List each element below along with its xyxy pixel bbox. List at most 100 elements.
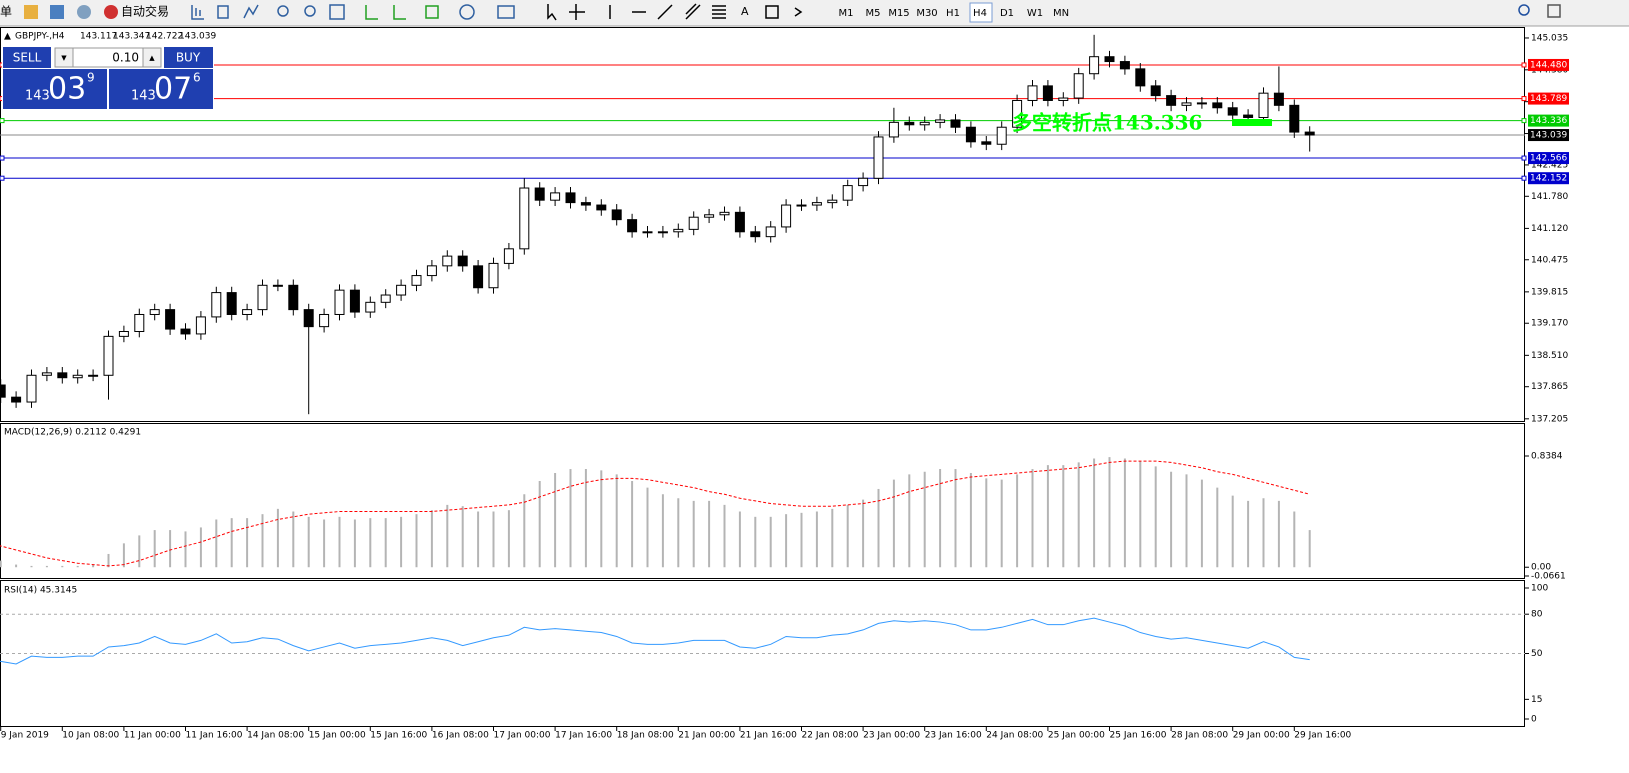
header-value: 143.347 <box>113 32 150 42</box>
icon[interactable] <box>1547 4 1561 18</box>
annotation: 多空转折点143.336 <box>1012 111 1202 135</box>
candle-body <box>226 292 237 315</box>
buy-button[interactable] <box>164 47 213 68</box>
candle-body <box>888 121 899 138</box>
timeframe[interactable]: H1 <box>946 8 960 19</box>
timeframe[interactable]: M15 <box>888 8 909 19</box>
icon[interactable] <box>304 5 316 17</box>
lot-down-arrow[interactable]: ▼ <box>61 54 67 62</box>
icon[interactable] <box>794 7 803 17</box>
candle-body <box>503 248 514 264</box>
level-label: 143.789 <box>1530 94 1567 104</box>
icon[interactable] <box>765 5 779 19</box>
chart-title: GBPJPY-,H4 <box>15 32 65 42</box>
header-value: 142.722 <box>146 32 183 42</box>
icon[interactable] <box>459 4 475 20</box>
icon[interactable] <box>393 5 406 20</box>
lot-up-arrow[interactable]: ▲ <box>149 54 155 62</box>
icon[interactable] <box>685 3 701 20</box>
candle-body <box>858 177 869 187</box>
icon[interactable] <box>50 5 64 19</box>
candle-body <box>180 328 191 335</box>
icon[interactable] <box>329 4 345 20</box>
sell-price-box[interactable] <box>3 69 107 109</box>
buy-price-big[interactable]: 143 <box>131 89 156 104</box>
candle-body <box>57 372 68 379</box>
candle-body <box>596 204 607 211</box>
icon[interactable] <box>712 5 726 19</box>
timeframe[interactable]: D1 <box>1000 8 1014 19</box>
level-handle <box>1521 175 1527 181</box>
candle-body <box>827 199 838 204</box>
lot[interactable]: 0.10 <box>112 51 139 65</box>
icon[interactable] <box>217 5 229 19</box>
timeframe[interactable]: M5 <box>866 8 881 19</box>
timeframe[interactable]: W1 <box>1027 8 1043 19</box>
icon[interactable] <box>191 5 204 20</box>
buy-price-box[interactable] <box>109 69 213 109</box>
sell-button[interactable] <box>3 47 51 68</box>
icon[interactable] <box>277 5 289 17</box>
level-handle <box>1521 62 1527 68</box>
timeframe[interactable]: H4 <box>973 8 987 19</box>
candle-body <box>796 204 807 207</box>
icon[interactable] <box>77 5 91 19</box>
main-panel <box>0 27 1525 422</box>
candle-body <box>1073 73 1084 99</box>
candle-body <box>1212 102 1223 109</box>
candle-body <box>1166 95 1177 106</box>
candle-body <box>1135 68 1146 87</box>
level-label-bg <box>1528 92 1569 105</box>
auto-trade-icon[interactable] <box>104 5 118 19</box>
macd-title: MACD(12,26,9) 0.2112 0.4291 <box>4 428 141 438</box>
y-tick-label: 100 <box>1531 584 1548 594</box>
lot-up[interactable] <box>142 47 162 68</box>
timeframe[interactable]: M1 <box>839 8 854 19</box>
x-tick-label: 25 Jan 16:00 <box>1110 731 1167 741</box>
sell-price-big[interactable]: 143 <box>25 89 50 104</box>
sell-label[interactable]: SELL <box>13 51 42 65</box>
icon[interactable] <box>243 4 259 19</box>
candle-body <box>1304 131 1315 136</box>
timeframe[interactable]: M30 <box>916 8 937 19</box>
icon[interactable] <box>24 5 38 19</box>
buy-price-pips[interactable]: 07 <box>154 72 192 107</box>
candle-body <box>950 119 961 128</box>
icon[interactable] <box>547 4 557 21</box>
icon[interactable] <box>569 4 585 20</box>
candle-body <box>996 126 1007 145</box>
candle-body <box>396 284 407 296</box>
buy-price-point[interactable]: 6 <box>193 71 201 85</box>
search[interactable] <box>1518 4 1530 16</box>
y-tick-label: 141.780 <box>1531 192 1568 202</box>
x-tick-label: 24 Jan 08:00 <box>986 731 1043 741</box>
y-tick-label: 138.510 <box>1531 351 1568 361</box>
candle-body <box>1104 56 1115 63</box>
candle-body <box>473 265 484 289</box>
auto-trade[interactable]: 自动交易 <box>121 4 169 19</box>
icon[interactable] <box>365 5 378 20</box>
x-tick-label: 15 Jan 00:00 <box>309 731 366 741</box>
menu[interactable]: 单 <box>0 5 12 19</box>
x-tick-label: 21 Jan 00:00 <box>678 731 735 741</box>
candle-body <box>965 126 976 143</box>
y-tick-label: 145.035 <box>1531 33 1568 43</box>
candle-body <box>873 136 884 179</box>
candle-body <box>919 121 930 126</box>
y-tick-label: 139.815 <box>1531 287 1568 297</box>
sell-price-point[interactable]: 9 <box>87 71 95 85</box>
candle-body <box>134 313 145 333</box>
buy-label[interactable]: BUY <box>176 51 201 65</box>
candle-body <box>688 216 699 230</box>
sell-price-pips[interactable]: 03 <box>48 72 86 107</box>
x-tick-label: 17 Jan 00:00 <box>494 731 551 741</box>
icon[interactable] <box>497 5 515 19</box>
candle-body <box>1089 56 1100 75</box>
level-label-bg <box>1528 152 1569 165</box>
text-tool[interactable]: A <box>741 5 749 18</box>
icon[interactable] <box>657 4 673 20</box>
candle-body <box>457 255 468 267</box>
timeframe[interactable]: MN <box>1053 8 1069 19</box>
candle-body <box>272 284 283 287</box>
icon[interactable] <box>425 5 439 19</box>
